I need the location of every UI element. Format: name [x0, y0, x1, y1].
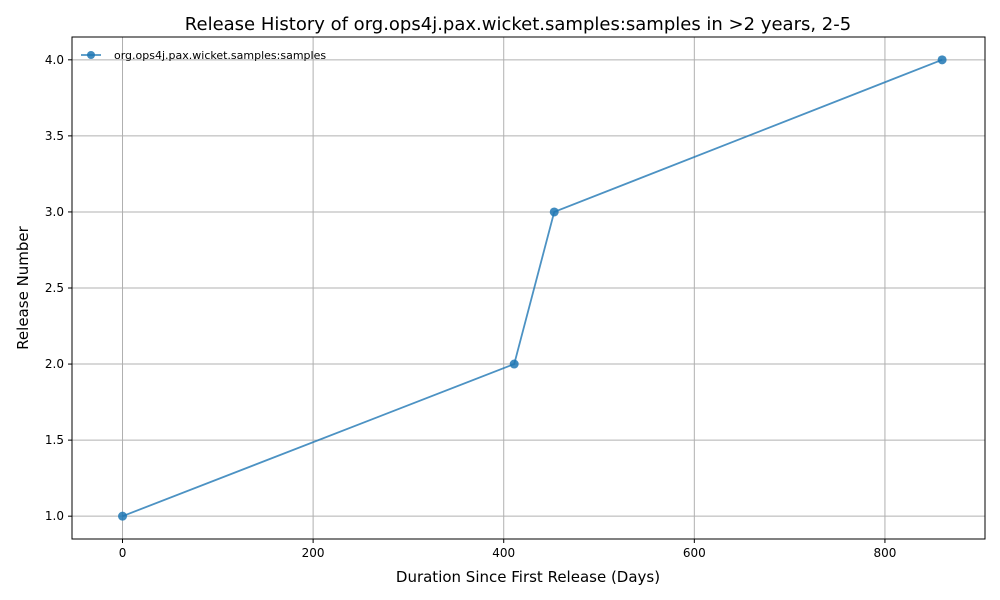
x-tick-label: 400 — [492, 546, 515, 560]
y-tick-label: 2.0 — [45, 357, 64, 371]
y-tick-label: 1.5 — [45, 433, 64, 447]
tick-labels: 0 200 400 600 800 1.0 1.5 2.0 2.5 3.0 3.5 4.0 — [45, 53, 896, 560]
x-axis-label: Duration Since First Release (Days) — [396, 568, 660, 586]
chart-title: Release History of org.ops4j.pax.wicket.… — [185, 14, 851, 35]
y-tick-label: 4.0 — [45, 53, 64, 67]
data-point — [509, 359, 519, 369]
series-line — [122, 58, 943, 518]
x-tick-label: 800 — [873, 546, 896, 560]
y-axis-label: Release Number — [14, 225, 32, 349]
x-tick-label: 0 — [119, 546, 127, 560]
data-point — [549, 207, 559, 217]
legend-marker-sample — [87, 51, 95, 59]
y-tick-label: 3.5 — [45, 129, 64, 143]
legend: org.ops4j.pax.wicket.samples:samples — [81, 49, 326, 62]
y-tick-label: 3.0 — [45, 205, 64, 219]
data-point — [937, 55, 947, 65]
series-layer — [118, 55, 947, 521]
legend-entry-label: org.ops4j.pax.wicket.samples:samples — [114, 49, 326, 62]
grid-lines — [72, 37, 985, 539]
y-tick-label: 2.5 — [45, 281, 64, 295]
y-tick-label: 1.0 — [45, 509, 64, 523]
data-point — [118, 511, 128, 521]
x-tick-label: 200 — [302, 546, 325, 560]
x-tick-label: 600 — [683, 546, 706, 560]
